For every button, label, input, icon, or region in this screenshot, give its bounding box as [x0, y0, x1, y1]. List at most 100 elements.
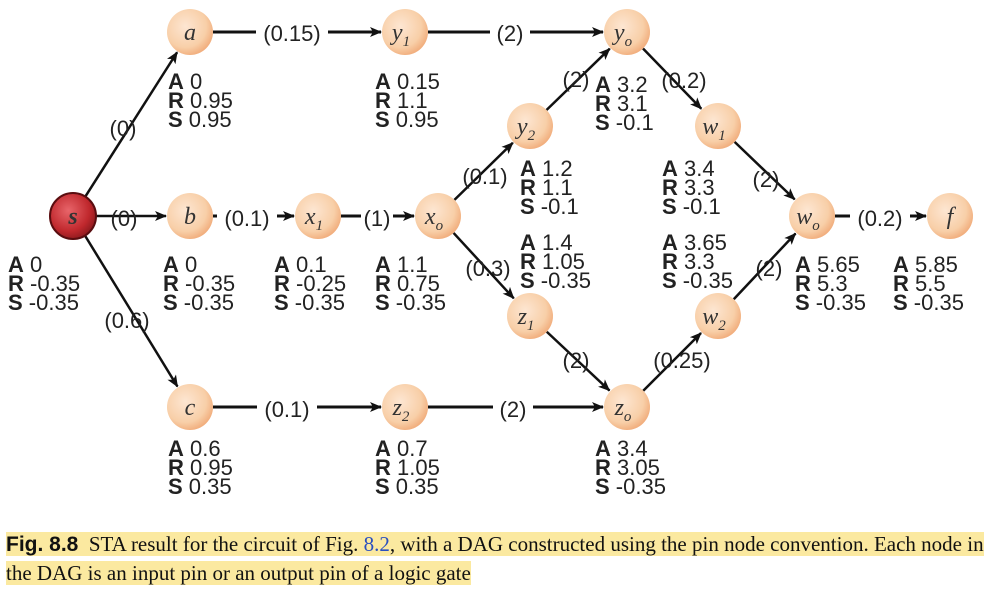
slack: S 0.95	[375, 107, 439, 132]
arrival-time: A 3.2	[595, 72, 648, 97]
edge-delay-label: (2)	[563, 67, 590, 92]
edge-s-b: (0)	[96, 206, 167, 231]
timing-wo: A 5.65R 5.3S -0.35	[795, 252, 866, 315]
edge-delay-label: (0.6)	[104, 308, 149, 333]
edge-w1-wo: (2)	[733, 141, 796, 201]
edge-arrow	[732, 232, 797, 301]
required-time: R 0.95	[168, 455, 233, 480]
node-circle	[695, 293, 741, 339]
edge-s-a: (0)	[84, 51, 179, 198]
edge-delay-label: (0.1)	[462, 164, 507, 189]
timing-z2: A 0.7R 1.05S 0.35	[375, 436, 440, 499]
node-label: c	[185, 395, 196, 421]
edge-yo-w1: (0.2)	[642, 47, 707, 110]
arrival-time: A 3.65	[662, 230, 727, 255]
node-circle	[167, 9, 213, 55]
edge-arrow	[545, 330, 611, 392]
edge-delay-label: (0)	[111, 206, 138, 231]
node-z1: z1	[507, 293, 553, 339]
edge-arrow	[452, 232, 515, 300]
caption-text-1: STA result for the circuit of Fig.	[88, 532, 359, 556]
node-label: b	[184, 204, 196, 230]
edge-a-y1: (0.15)	[213, 21, 382, 46]
node-circle	[507, 103, 553, 149]
node-z2: z2	[382, 384, 428, 430]
edge-arrow	[453, 141, 514, 201]
node-zo: zo	[604, 384, 650, 430]
figure-number: Fig. 8.8	[6, 533, 79, 556]
edge-delay-label: (2)	[753, 167, 780, 192]
arrival-time: A 3.4	[595, 436, 648, 461]
node-label: w2	[702, 304, 726, 334]
node-label: wo	[796, 204, 820, 234]
edge-b-x1: (0.1)	[213, 206, 295, 231]
edge-delay-label: (0.25)	[653, 348, 710, 373]
slack: S -0.35	[795, 290, 866, 315]
node-label: z1	[517, 304, 535, 334]
node-s: s	[49, 192, 97, 240]
node-circle	[382, 9, 428, 55]
edge-delay-label: (0)	[110, 116, 137, 141]
edge-delay-label: (2)	[500, 397, 527, 422]
arrival-time: A 1.4	[520, 230, 573, 255]
caption-text-2: , with a DAG constructed using the pin n…	[6, 532, 984, 585]
node-circle	[927, 193, 973, 239]
edge-delay-label: (2)	[756, 256, 783, 281]
node-circle	[167, 384, 213, 430]
required-time: R 3.3	[662, 249, 715, 274]
node-circle	[507, 293, 553, 339]
arrival-time: A 1.1	[375, 252, 428, 277]
node-circle	[167, 193, 213, 239]
required-time: R -0.35	[8, 271, 80, 296]
timing-c: A 0.6R 0.95S 0.35	[168, 436, 233, 499]
required-time: R 1.05	[520, 249, 585, 274]
edge-w2-wo: (2)	[732, 232, 797, 301]
edge-delay-label: (2)	[563, 348, 590, 373]
figure-reference-link[interactable]: 8.2	[363, 532, 390, 556]
arrival-time: A 0.15	[375, 69, 440, 94]
edge-x1-xo: (1)	[341, 206, 415, 231]
edge-arrow	[545, 47, 611, 111]
edge-arrow	[83, 234, 179, 388]
required-time: R 0.95	[168, 88, 233, 113]
arrival-time: A 5.65	[795, 252, 860, 277]
required-time: R 3.05	[595, 455, 660, 480]
timing-yo: A 3.2R 3.1S -0.1	[595, 72, 654, 135]
sta-dag-diagram: (0) (0) (0.6) (0.15) (2) (0.1) (1) (0.1) (0.3) (2…	[8, 9, 973, 499]
timing-y2: A 1.2R 1.1S -0.1	[520, 156, 579, 219]
edge-xo-z1: (0.3)	[452, 232, 515, 300]
node-c: c	[167, 384, 213, 430]
arrival-time: A 1.2	[520, 156, 573, 181]
edge-y1-yo: (2)	[428, 21, 604, 46]
node-label: a	[184, 20, 196, 46]
node-circle	[604, 384, 650, 430]
arrival-time: A 0.7	[375, 436, 428, 461]
node-label: zo	[614, 395, 632, 425]
edge-zo-w2: (0.25)	[642, 332, 711, 392]
slack: S -0.35	[595, 474, 666, 499]
arrival-time: A 0	[168, 69, 202, 94]
arrival-time: A 0.6	[168, 436, 221, 461]
slack: S -0.35	[375, 290, 446, 315]
required-time: R -0.35	[163, 271, 235, 296]
timing-xo: A 1.1R 0.75S -0.35	[375, 252, 446, 315]
node-label: f	[947, 204, 957, 230]
node-circle	[295, 193, 341, 239]
edge-wo-f: (0.2)	[835, 206, 927, 231]
edge-z2-zo: (2)	[428, 397, 604, 422]
slack: S -0.35	[8, 290, 79, 315]
edge-delay-label: (0.15)	[263, 21, 320, 46]
edge-arrow	[642, 47, 703, 110]
edge-arrow	[733, 141, 796, 201]
slack: S -0.1	[662, 194, 721, 219]
required-time: R 1.1	[520, 175, 573, 200]
required-time: R 1.1	[375, 88, 428, 113]
timing-s: A 0R -0.35S -0.35	[8, 252, 80, 315]
node-circle	[415, 193, 461, 239]
node-circle	[382, 384, 428, 430]
timing-zo: A 3.4R 3.05S -0.35	[595, 436, 666, 499]
slack: S -0.1	[595, 110, 654, 135]
slack: S -0.35	[662, 268, 733, 293]
node-b: b	[167, 193, 213, 239]
node-yo: yo	[604, 9, 650, 55]
